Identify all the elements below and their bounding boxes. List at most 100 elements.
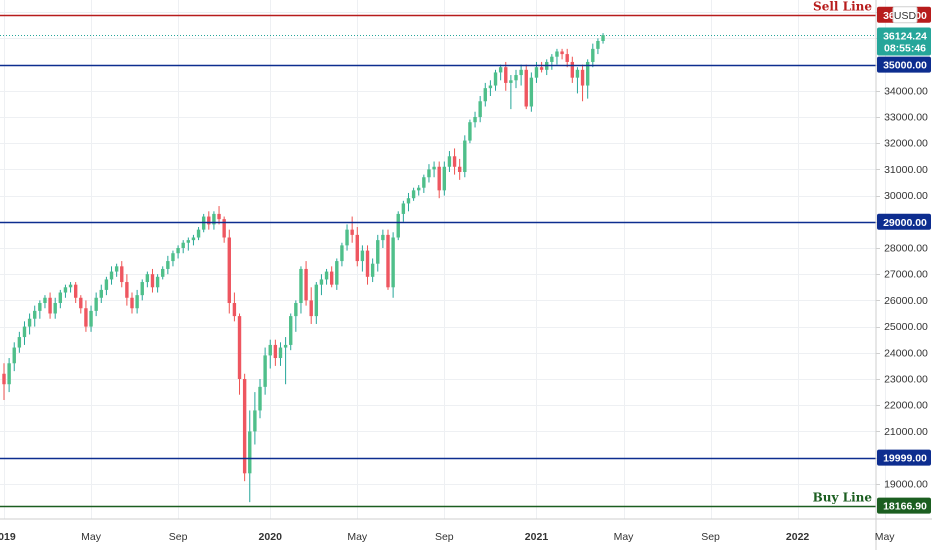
candle-down [150,274,155,288]
candle-down [73,284,78,298]
candle-down [539,67,544,70]
price-tick-label: 34000.00 [884,85,928,97]
time-tick-label: 2021 [525,531,549,543]
time-tick-label: May [614,531,635,543]
candle-up [294,303,298,317]
candle-down [227,237,231,304]
candle-up [248,431,252,474]
candle-up [417,187,421,191]
currency-unit-badge[interactable] [892,6,918,24]
candle-down [304,268,308,301]
candle-up [53,303,57,314]
candle-up [498,67,503,73]
candle-down [524,69,528,107]
candle-up [509,80,513,83]
candle-up [17,337,22,348]
candle-up [381,234,385,241]
candle-up [58,292,63,304]
candle-down [79,297,83,309]
candle-up [12,347,16,364]
candle-up [376,240,380,264]
candle-up [263,355,267,387]
candle-up [38,303,42,311]
candle-up [7,363,11,385]
candle-up [109,271,114,280]
candle-up [171,253,175,262]
candle-down [309,300,313,317]
time-axis[interactable]: 2019MaySep2020MaySep2021MaySep2022MaySep [0,531,932,543]
candle-up [519,69,523,76]
candle-down [125,282,129,298]
candle-up [370,263,375,277]
price-tag-label: 19999.00 [883,453,927,465]
candle-up [585,61,590,86]
candle-down [580,69,585,86]
current-price-tag [877,27,931,56]
candle-up [534,67,539,78]
price-tick-label: 31000.00 [884,164,928,176]
candle-down [355,234,359,262]
candle-up [268,344,272,356]
horizontal-lines[interactable]: Sell Line Buy Line [0,0,876,508]
candle-up [335,261,339,285]
candle-up [550,56,554,62]
candle-down [504,67,508,83]
candle-down [565,54,569,62]
candle-down [457,166,462,172]
price-tick-label: 30000.00 [884,190,928,202]
candle-down [437,166,441,191]
candle-up [340,245,344,262]
candle-up [140,282,144,296]
candles [2,33,605,503]
candle-down [84,308,88,327]
candle-up [176,247,180,254]
candle-up [104,279,109,290]
candle-up [493,72,498,86]
candle-up [258,386,262,411]
candle-up [514,75,518,81]
candle-down [560,51,564,55]
price-tag [877,213,931,230]
price-tick-label: 26000.00 [884,295,928,307]
candle-up [427,169,431,178]
candle-down [365,250,370,277]
sell-line-label: Sell Line [813,0,872,14]
candle-up [396,213,400,238]
price-tick-label: 22000.00 [884,400,928,412]
candle-down [222,219,226,238]
time-tick-label: Sep [169,531,188,543]
candle-down [48,297,52,314]
time-tick-label: May [81,531,102,543]
candle-up [463,140,467,172]
price-tick-label: 32000.00 [884,138,928,150]
time-tick-label: Sep [435,531,454,543]
time-tick-label: May [875,531,896,543]
price-tag-label: 35000.00 [883,60,927,72]
candle-up [161,268,165,277]
candle-up [391,237,395,288]
candle-down [452,156,457,167]
candle-up [468,122,472,141]
candle-up [22,326,27,338]
candle-down [242,378,247,474]
candle-up [478,101,482,117]
candle-up [63,287,68,293]
candle-up [181,242,185,248]
price-tag [877,56,931,73]
candle-up [324,271,329,280]
candle-up [196,229,201,238]
candle-up [191,237,196,241]
time-tick-label: 2022 [786,531,810,543]
candle-up [212,213,216,225]
candle-up [43,297,47,304]
candle-up [575,69,580,78]
candle-up [529,77,534,107]
price-tick-label: 23000.00 [884,373,928,385]
candle-up [68,284,73,288]
currency-unit-label: USD [894,10,917,22]
candle-up [27,318,32,327]
buy-line-label: Buy Line [813,491,873,505]
candle-down [207,216,211,225]
candle-down [570,61,575,78]
